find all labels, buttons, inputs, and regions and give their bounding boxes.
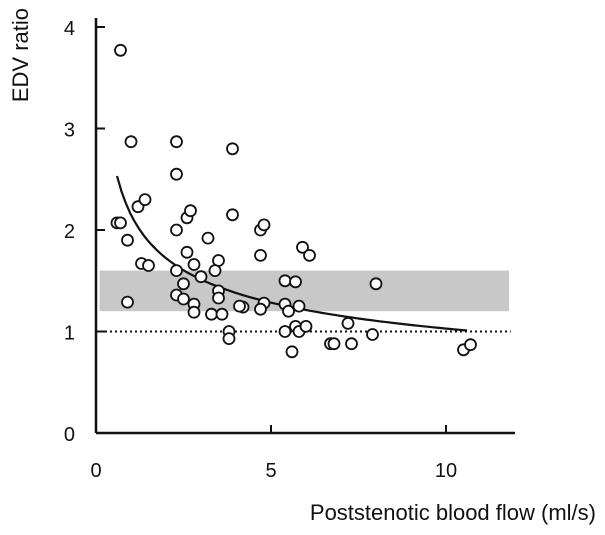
data-point: [215, 307, 229, 321]
data-point: [170, 135, 183, 149]
data-points: [110, 43, 477, 359]
data-point: [341, 316, 355, 330]
data-point: [177, 277, 190, 291]
data-point: [226, 208, 239, 222]
data-point: [201, 231, 215, 245]
data-point: [121, 295, 134, 309]
x-tick-label: 5: [265, 460, 276, 482]
data-point: [177, 292, 190, 306]
data-point: [170, 264, 183, 278]
data-point: [138, 193, 152, 207]
data-point: [327, 337, 341, 351]
data-point: [278, 325, 292, 338]
data-point: [292, 299, 306, 313]
data-point: [205, 307, 218, 321]
y-tick-label: 0: [64, 424, 75, 446]
data-point: [114, 43, 127, 57]
data-point: [345, 337, 358, 351]
data-point: [285, 345, 299, 359]
data-point: [180, 245, 194, 259]
data-point: [187, 258, 201, 271]
data-point: [464, 338, 477, 352]
data-point: [170, 167, 183, 181]
data-point: [170, 223, 183, 237]
data-point: [282, 304, 295, 318]
y-tick-label: 1: [64, 323, 75, 345]
data-point: [187, 305, 201, 319]
data-point: [233, 299, 246, 313]
y-tick-label: 4: [64, 18, 75, 40]
data-point: [194, 270, 208, 284]
axes: [94, 18, 515, 435]
x-axis-title: Poststenotic blood flow (ml/s): [310, 500, 596, 525]
data-point: [278, 274, 292, 288]
y-ticks: 0 1 2 3 4: [64, 18, 105, 446]
data-point: [289, 275, 302, 289]
data-point: [254, 302, 267, 316]
x-tick-label: 10: [435, 460, 457, 482]
data-point: [366, 328, 379, 341]
data-point: [184, 204, 197, 218]
data-point: [114, 216, 127, 230]
data-point: [212, 291, 225, 305]
data-point: [257, 218, 271, 232]
data-point: [299, 319, 313, 333]
data-point: [121, 233, 134, 247]
data-point: [142, 259, 155, 272]
data-point: [226, 142, 239, 156]
data-point: [124, 135, 138, 149]
data-point: [303, 248, 316, 262]
y-tick-label: 3: [64, 120, 75, 142]
x-ticks: 0 5 10: [90, 425, 457, 482]
data-point: [208, 264, 222, 278]
y-axis-title: EDV ratio: [8, 8, 33, 102]
data-point: [254, 248, 267, 262]
x-tick-label: 0: [90, 460, 101, 482]
data-point: [222, 332, 236, 346]
data-point: [369, 277, 383, 291]
data-point: [296, 240, 309, 254]
y-tick-label: 2: [64, 221, 75, 243]
